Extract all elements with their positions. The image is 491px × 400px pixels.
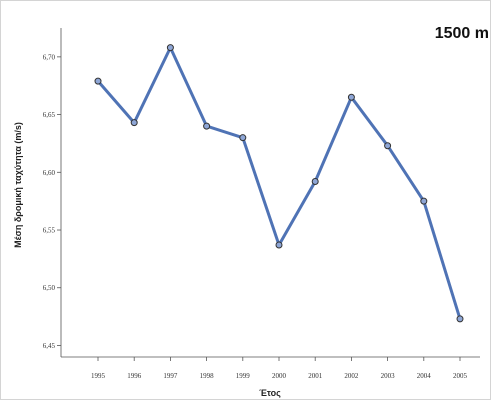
x-tick-label: 2003 xyxy=(381,372,396,380)
x-tick-label: 2005 xyxy=(453,372,468,380)
y-tick-label: 6,45 xyxy=(43,342,56,350)
x-tick-label: 1996 xyxy=(127,372,142,380)
data-point-1995 xyxy=(94,77,102,85)
y-tick-label: 6,55 xyxy=(43,227,56,235)
x-tick-label: 1998 xyxy=(200,372,215,380)
y-tick-label: 6,50 xyxy=(43,284,56,292)
x-tick-label: 2002 xyxy=(344,372,359,380)
data-point-1996 xyxy=(130,119,138,127)
data-point-1998 xyxy=(203,122,211,130)
data-point-2004 xyxy=(420,197,428,205)
x-axis-title: Έτος xyxy=(259,388,281,398)
data-point-1997 xyxy=(166,44,174,52)
y-tick-label: 6,65 xyxy=(43,111,56,119)
data-point-2000 xyxy=(275,241,283,249)
x-tick-label: 2000 xyxy=(272,372,287,380)
x-tick-label: 1995 xyxy=(91,372,106,380)
series-markers xyxy=(94,44,464,323)
data-point-2002 xyxy=(347,93,355,101)
data-point-1999 xyxy=(239,134,247,142)
data-point-2003 xyxy=(384,142,392,150)
x-axis-ticks: 1995 1996 1997 1998 1999 2000 2001 2002 2003 2004… xyxy=(91,357,468,380)
y-axis-title: Μέση δρομική ταχύτητα (m/s) xyxy=(13,122,23,248)
y-tick-label: 6,70 xyxy=(43,53,56,61)
data-point-2001 xyxy=(311,178,319,186)
y-axis-ticks: 6,45 6,50 6,55 6,60 6,65 6,70 xyxy=(43,53,61,350)
x-tick-label: 1999 xyxy=(236,372,251,380)
y-tick-label: 6,60 xyxy=(43,169,56,177)
x-tick-label: 2001 xyxy=(308,372,323,380)
x-tick-label: 2004 xyxy=(417,372,432,380)
x-tick-label: 1997 xyxy=(163,372,178,380)
chart-title: 1500 m xyxy=(435,25,489,42)
data-point-2005 xyxy=(456,315,464,323)
